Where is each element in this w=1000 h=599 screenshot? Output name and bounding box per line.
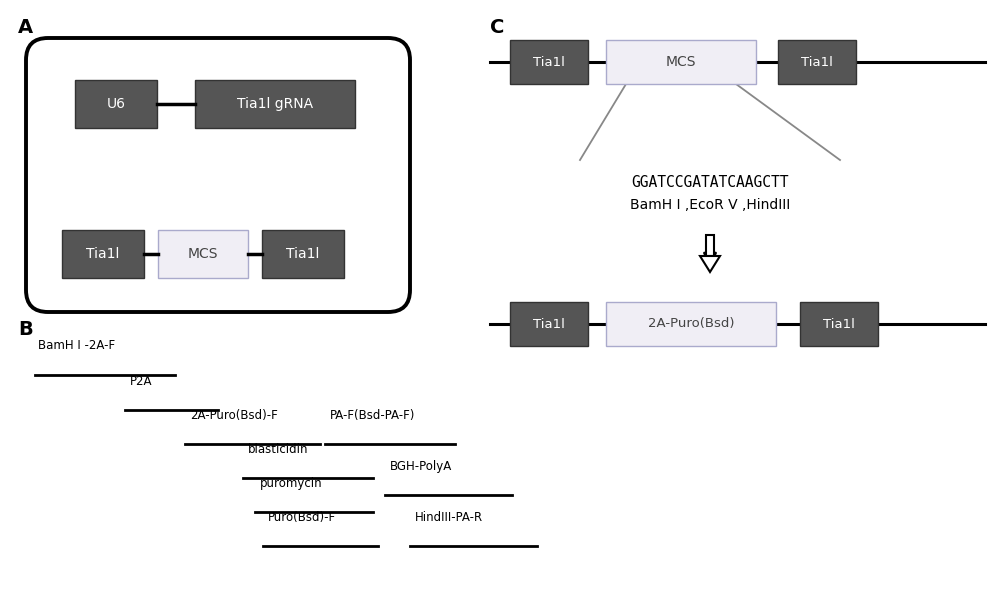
Text: C: C xyxy=(490,18,504,37)
Text: BGH-PolyA: BGH-PolyA xyxy=(390,460,452,473)
Text: PA-F(Bsd-PA-F): PA-F(Bsd-PA-F) xyxy=(330,409,415,422)
FancyBboxPatch shape xyxy=(706,235,714,256)
Text: blasticidin: blasticidin xyxy=(248,443,308,456)
FancyBboxPatch shape xyxy=(158,230,248,278)
Polygon shape xyxy=(700,256,720,272)
Text: Tia1l: Tia1l xyxy=(823,317,855,331)
Text: Tia1l: Tia1l xyxy=(801,56,833,68)
Text: Puro(Bsd)-F: Puro(Bsd)-F xyxy=(268,511,336,524)
Text: HindIII-PA-R: HindIII-PA-R xyxy=(415,511,483,524)
Text: BamH Ⅰ -2A-F: BamH Ⅰ -2A-F xyxy=(38,339,115,352)
Text: MCS: MCS xyxy=(188,247,218,261)
Text: B: B xyxy=(18,320,33,339)
Text: GGATCCGATATCAAGCTT: GGATCCGATATCAAGCTT xyxy=(631,175,789,190)
Text: Tia1l: Tia1l xyxy=(533,56,565,68)
FancyBboxPatch shape xyxy=(62,230,144,278)
FancyBboxPatch shape xyxy=(800,302,878,346)
Text: Tia1l gRNA: Tia1l gRNA xyxy=(237,97,313,111)
FancyBboxPatch shape xyxy=(510,40,588,84)
FancyBboxPatch shape xyxy=(262,230,344,278)
Text: Tia1l: Tia1l xyxy=(86,247,120,261)
FancyBboxPatch shape xyxy=(75,80,157,128)
FancyBboxPatch shape xyxy=(195,80,355,128)
FancyBboxPatch shape xyxy=(606,302,776,346)
FancyBboxPatch shape xyxy=(606,40,756,84)
Text: A: A xyxy=(18,18,33,37)
Text: P2A: P2A xyxy=(130,375,152,388)
Text: Tia1l: Tia1l xyxy=(533,317,565,331)
Text: BamH Ⅰ ,EcoR Ⅴ ,HindIII: BamH Ⅰ ,EcoR Ⅴ ,HindIII xyxy=(630,198,790,212)
Text: MCS: MCS xyxy=(666,55,696,69)
Text: U6: U6 xyxy=(106,97,126,111)
Text: puromycin: puromycin xyxy=(260,477,323,490)
Text: 2A-Puro(Bsd)-F: 2A-Puro(Bsd)-F xyxy=(190,409,278,422)
Text: 2A-Puro(Bsd): 2A-Puro(Bsd) xyxy=(648,317,734,331)
FancyBboxPatch shape xyxy=(510,302,588,346)
Text: Tia1l: Tia1l xyxy=(286,247,320,261)
FancyBboxPatch shape xyxy=(778,40,856,84)
